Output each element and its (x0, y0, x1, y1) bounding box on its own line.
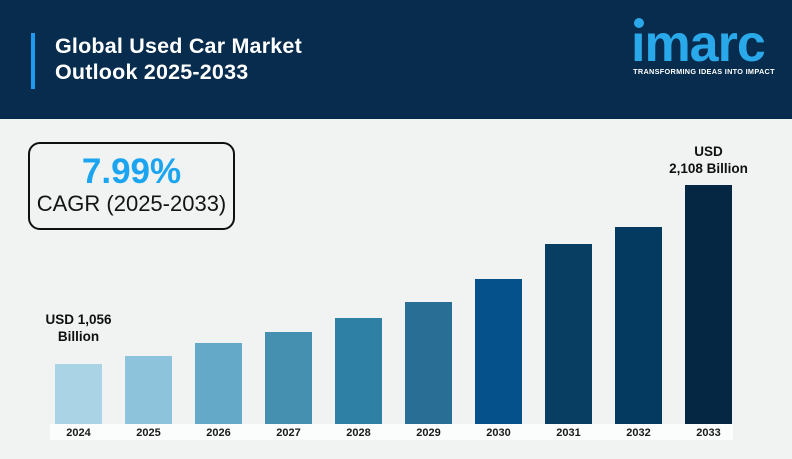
bar-2025 (125, 356, 172, 424)
x-axis-label-2026: 2026 (206, 427, 231, 439)
bar-2027 (265, 332, 312, 424)
x-axis-label-2025: 2025 (136, 427, 161, 439)
x-axis-label-2033: 2033 (696, 427, 721, 439)
title-accent-bar (31, 33, 35, 89)
page-title: Global Used Car Market Outlook 2025-2033 (55, 33, 302, 85)
x-axis-label-2030: 2030 (486, 427, 511, 439)
last-bar-value-line-2: 2,108 Billion (669, 161, 748, 176)
logo-tagline: TRANSFORMING IDEAS INTO IMPACT (633, 67, 775, 76)
cagr-period-label: CAGR (2025-2033) (36, 191, 227, 216)
first-bar-value-label: USD 1,056 Billion (28, 311, 129, 345)
first-bar-value-line-1: USD 1,056 (45, 312, 112, 327)
page-title-line-1: Global Used Car Market (55, 34, 302, 58)
x-axis-label-2027: 2027 (276, 427, 301, 439)
header-banner: Global Used Car Market Outlook 2025-2033… (0, 0, 792, 119)
bar-2028 (335, 318, 382, 424)
last-bar-value-label: USD 2,108 Billion (658, 143, 759, 177)
bar-2029 (405, 302, 452, 424)
logo-i-dot-icon (634, 18, 644, 28)
cagr-value: 7.99% (81, 152, 182, 191)
x-axis-label-2032: 2032 (626, 427, 651, 439)
bar-2024 (55, 364, 102, 424)
page-title-line-2: Outlook 2025-2033 (55, 60, 249, 84)
cagr-badge: 7.99% CAGR (2025-2033) (28, 142, 235, 230)
bar-2031 (545, 244, 592, 424)
x-axis-label-2024: 2024 (66, 427, 91, 439)
bar-2032 (615, 227, 662, 424)
imarc-logo: ımarc TRANSFORMING IDEAS INTO IMPACT (631, 18, 777, 80)
x-axis-line (50, 424, 733, 440)
last-bar-value-line-1: USD (694, 144, 723, 159)
first-bar-value-line-2: Billion (57, 329, 100, 344)
bar-2030 (475, 279, 522, 424)
x-axis-label-2028: 2028 (346, 427, 371, 439)
bar-2033 (685, 185, 732, 424)
logo-wordmark: ımarc (631, 15, 766, 73)
x-axis-label-2029: 2029 (416, 427, 441, 439)
bar-2026 (195, 343, 242, 424)
x-axis-label-2031: 2031 (556, 427, 581, 439)
